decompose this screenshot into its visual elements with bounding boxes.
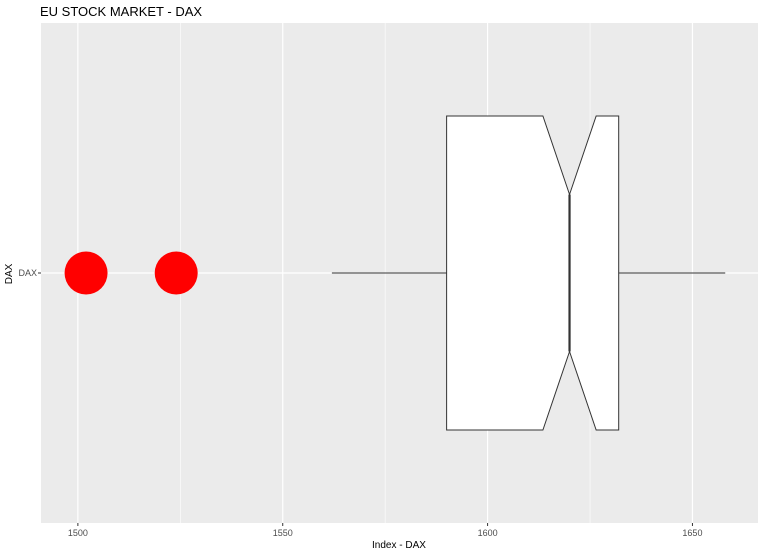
axis-layer: 1500 1550 1600 1650 DAX bbox=[18, 268, 702, 538]
x-tick-label: 1600 bbox=[478, 528, 498, 538]
x-tick-label: 1650 bbox=[682, 528, 702, 538]
notched-box bbox=[446, 115, 620, 431]
y-axis-title: DAX bbox=[4, 263, 15, 284]
x-axis-title: Index - DAX bbox=[372, 540, 426, 551]
chart-title: EU STOCK MARKET - DAX bbox=[40, 4, 202, 19]
x-tick-label: 1500 bbox=[68, 528, 88, 538]
series-layer bbox=[64, 115, 726, 431]
y-tick-label: DAX bbox=[18, 268, 37, 278]
x-tick-label: 1550 bbox=[273, 528, 293, 538]
box-dax bbox=[64, 115, 726, 431]
outlier-point bbox=[64, 251, 108, 295]
outlier-point bbox=[154, 251, 198, 295]
